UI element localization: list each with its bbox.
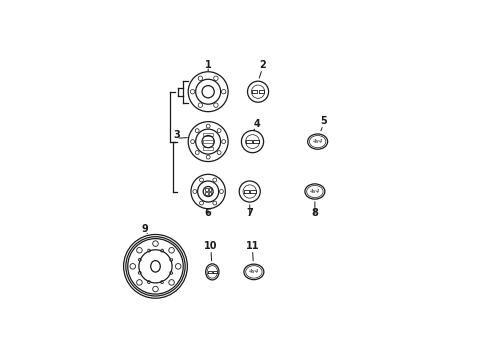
Text: 4: 4 (253, 118, 260, 129)
Bar (205, 192, 207, 195)
Text: 3: 3 (173, 130, 180, 140)
Text: 5: 5 (320, 116, 326, 126)
Bar (203, 147, 213, 150)
Text: 4x4: 4x4 (313, 139, 323, 144)
Bar (205, 188, 207, 191)
Text: 9: 9 (141, 224, 148, 234)
Text: 11: 11 (246, 241, 259, 251)
Text: 6: 6 (205, 208, 212, 218)
Text: 1: 1 (205, 60, 212, 70)
Bar (203, 140, 213, 143)
Bar (209, 192, 211, 195)
Text: 10: 10 (204, 241, 218, 251)
Bar (209, 188, 211, 191)
Text: 8: 8 (312, 208, 318, 218)
Bar (203, 133, 213, 136)
Text: 4x4: 4x4 (310, 189, 320, 194)
Text: 4x4: 4x4 (249, 269, 259, 274)
Text: 2: 2 (259, 60, 266, 70)
Text: 7: 7 (246, 208, 253, 218)
